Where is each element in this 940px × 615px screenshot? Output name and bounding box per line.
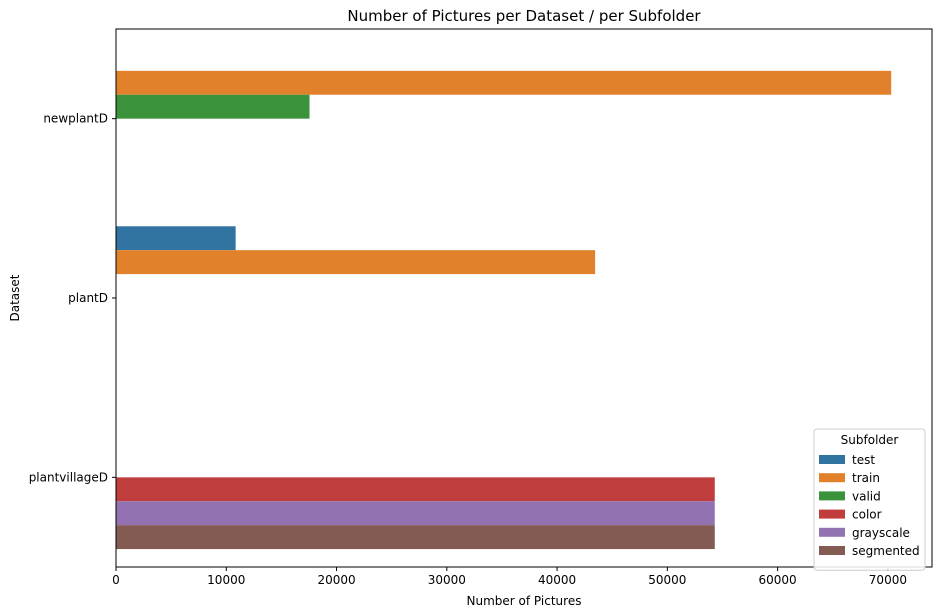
legend-swatch-train: [819, 473, 845, 483]
legend: Subfolder test train valid color grayscale seg…: [813, 428, 926, 571]
y-axis: newplantD plantD plantvillageD: [29, 112, 116, 484]
legend-swatch-segmented: [819, 546, 845, 555]
x-axis: 0 10000 20000 30000 40000 50000 60000 70000: [112, 567, 907, 587]
bar-test-plantD: [116, 226, 236, 251]
bar-train-plantD: [116, 250, 596, 275]
x-tick-label: 70000: [869, 573, 907, 587]
x-tick-label: 20000: [317, 573, 355, 587]
legend-label-grayscale: grayscale: [852, 526, 910, 540]
bar-segmented-plantvillageD: [116, 525, 715, 550]
y-tick-label: plantD: [68, 291, 108, 305]
x-tick-label: 30000: [428, 573, 466, 587]
plot-frame: [115, 28, 933, 568]
bar-grayscale-plantvillageD: [116, 501, 715, 526]
y-tick-label: plantvillageD: [29, 470, 108, 484]
x-tick-label: 40000: [538, 573, 576, 587]
x-tick-label: 50000: [648, 573, 686, 587]
bar-valid-newplantD: [116, 94, 310, 119]
legend-label-segmented: segmented: [852, 544, 920, 558]
legend-swatch-grayscale: [819, 527, 845, 537]
bar-train-newplantD: [116, 70, 892, 95]
bar-color-plantvillageD: [116, 477, 715, 502]
x-axis-label: Number of Pictures: [467, 594, 582, 608]
bars-layer: [116, 70, 892, 550]
x-tick-label: 10000: [207, 573, 245, 587]
legend-label-color: color: [852, 508, 882, 522]
legend-swatch-valid: [819, 491, 845, 501]
chart-title: Number of Pictures per Dataset / per Sub…: [347, 7, 701, 25]
legend-label-test: test: [852, 453, 875, 467]
legend-swatch-test: [819, 455, 845, 464]
legend-title: Subfolder: [841, 433, 899, 447]
legend-label-valid: valid: [852, 489, 881, 503]
x-tick-label: 0: [112, 573, 120, 587]
y-axis-label: Dataset: [8, 274, 22, 321]
legend-swatch-color: [819, 509, 845, 519]
y-tick-label: newplantD: [43, 112, 108, 126]
legend-label-train: train: [852, 471, 880, 485]
x-tick-label: 60000: [759, 573, 797, 587]
